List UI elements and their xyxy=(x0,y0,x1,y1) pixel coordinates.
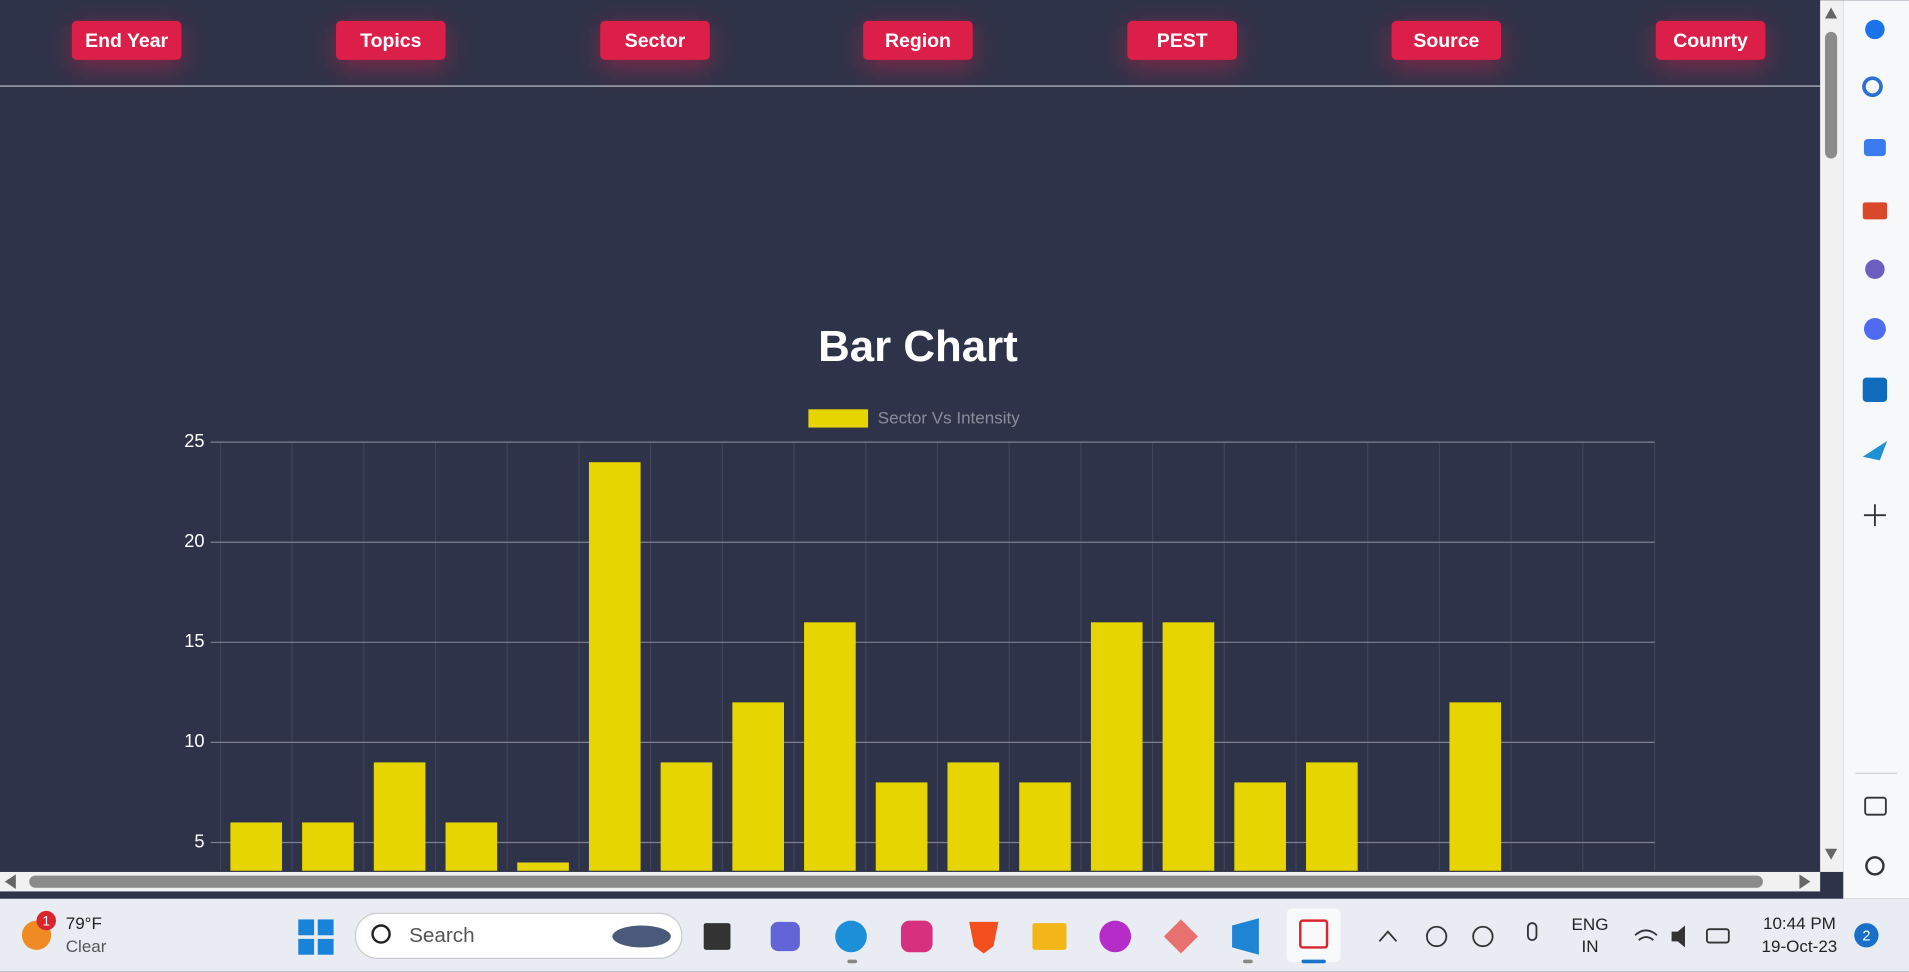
filter-button[interactable] xyxy=(71,20,182,60)
filter-bar: End Year Topics Sector Region PEST Source Coun… xyxy=(71,20,1766,69)
snipping-tool[interactable] xyxy=(1299,919,1329,949)
bar-chart: Bar Chart Sector Vs Intensity 5 10 15 20 25 xyxy=(184,322,1656,871)
search-box[interactable] xyxy=(354,912,683,959)
bar xyxy=(947,762,1000,871)
bar xyxy=(660,762,713,871)
app[interactable] xyxy=(1163,919,1198,954)
bar xyxy=(445,822,498,871)
search-icon[interactable] xyxy=(1862,76,1883,98)
tray-expand[interactable] xyxy=(1378,930,1398,942)
tools-icon[interactable] xyxy=(1862,202,1888,220)
wifi[interactable] xyxy=(1634,929,1658,941)
bar xyxy=(1234,782,1286,871)
edge[interactable] xyxy=(835,920,867,953)
bar xyxy=(1306,762,1358,871)
vertical-scrollbar[interactable] xyxy=(1820,0,1844,872)
weather-badge-text: 1 xyxy=(43,913,50,928)
clock-date[interactable]: 19-Oct-23 xyxy=(1762,937,1838,956)
brave[interactable] xyxy=(969,921,999,954)
weather-badge xyxy=(36,910,57,931)
notification-count: 2 xyxy=(1862,928,1870,944)
notification-badge[interactable] xyxy=(1854,923,1879,948)
scroll-thumb[interactable] xyxy=(29,875,1763,888)
bar xyxy=(1019,782,1071,871)
bar xyxy=(804,622,856,871)
filter-button[interactable] xyxy=(336,20,446,60)
explorer[interactable] xyxy=(1032,923,1067,950)
filter-label[interactable]: PEST xyxy=(1157,30,1208,52)
y-tick-label: 15 xyxy=(184,630,204,651)
chart-title: Bar Chart xyxy=(818,322,1018,371)
task-view[interactable] xyxy=(703,923,731,950)
bar xyxy=(230,822,283,871)
filter-label[interactable]: Sector xyxy=(625,30,686,52)
search-placeholder[interactable]: Search xyxy=(409,924,475,947)
bar xyxy=(1090,622,1143,871)
clock-time[interactable]: 10:44 PM xyxy=(1763,914,1836,933)
vscode[interactable] xyxy=(1232,918,1259,955)
y-tick-label: 5 xyxy=(194,830,204,851)
scroll-thumb[interactable] xyxy=(1824,31,1838,159)
filter-button[interactable] xyxy=(1391,20,1502,60)
legend-label: Sector Vs Intensity xyxy=(878,409,1020,428)
filter-button[interactable] xyxy=(1127,20,1237,60)
filter-label[interactable]: End Year xyxy=(85,30,168,52)
search-highlight xyxy=(612,925,671,948)
active-indicator xyxy=(1301,959,1326,964)
y-tick-label: 25 xyxy=(184,430,204,451)
tag-icon[interactable] xyxy=(1863,139,1886,157)
y-tick-label: 10 xyxy=(184,730,204,751)
bar xyxy=(302,822,354,871)
taskbar-background xyxy=(0,898,1909,972)
filter-label[interactable]: Source xyxy=(1413,30,1479,52)
weather-condition: Clear xyxy=(66,937,107,956)
temperature: 79°F xyxy=(66,914,102,933)
bell-icon[interactable] xyxy=(1865,19,1885,40)
taskbar: 1 79°F Clear Search ENG IN xyxy=(0,898,1909,972)
y-tick-label: 20 xyxy=(184,530,204,551)
bar xyxy=(517,862,569,871)
search-glyph xyxy=(371,924,391,944)
bar xyxy=(1449,702,1502,871)
filter-button[interactable] xyxy=(863,20,973,60)
active-app-bg xyxy=(1286,908,1341,963)
m365-icon[interactable] xyxy=(1863,317,1886,340)
start-button[interactable] xyxy=(298,919,334,955)
language[interactable]: ENG xyxy=(1572,915,1609,934)
outlook-icon[interactable] xyxy=(1862,377,1888,402)
bar xyxy=(732,702,784,871)
games-icon[interactable] xyxy=(1865,259,1885,280)
legend-swatch xyxy=(808,409,869,428)
running-indicator xyxy=(1243,959,1253,964)
add-icon[interactable] xyxy=(1863,504,1886,527)
filter-label[interactable]: Region xyxy=(885,30,951,52)
sync[interactable] xyxy=(1472,925,1494,948)
sidebar-icons xyxy=(1855,19,1897,876)
bar xyxy=(1162,622,1215,871)
taskbar-apps xyxy=(703,908,1341,964)
page-background xyxy=(0,0,1820,872)
wps[interactable] xyxy=(1099,920,1132,953)
onedrive[interactable] xyxy=(1425,925,1448,948)
microphone[interactable] xyxy=(1527,922,1538,942)
running-indicator xyxy=(847,959,858,964)
settings-icon[interactable] xyxy=(1865,856,1885,876)
bar xyxy=(588,462,641,871)
filter-button[interactable] xyxy=(1655,20,1766,60)
filter-label[interactable]: Topics xyxy=(360,30,421,52)
input-region[interactable]: IN xyxy=(1582,937,1599,956)
teams[interactable] xyxy=(770,921,800,952)
filter-button[interactable] xyxy=(600,20,710,60)
panel-icon[interactable] xyxy=(1864,796,1887,816)
volume[interactable] xyxy=(1671,925,1685,948)
battery[interactable] xyxy=(1705,928,1730,944)
bar xyxy=(373,762,426,871)
filter-label[interactable]: Counrty xyxy=(1673,30,1748,52)
bar xyxy=(875,782,928,871)
send-icon[interactable] xyxy=(1862,440,1888,461)
instagram[interactable] xyxy=(900,920,933,953)
